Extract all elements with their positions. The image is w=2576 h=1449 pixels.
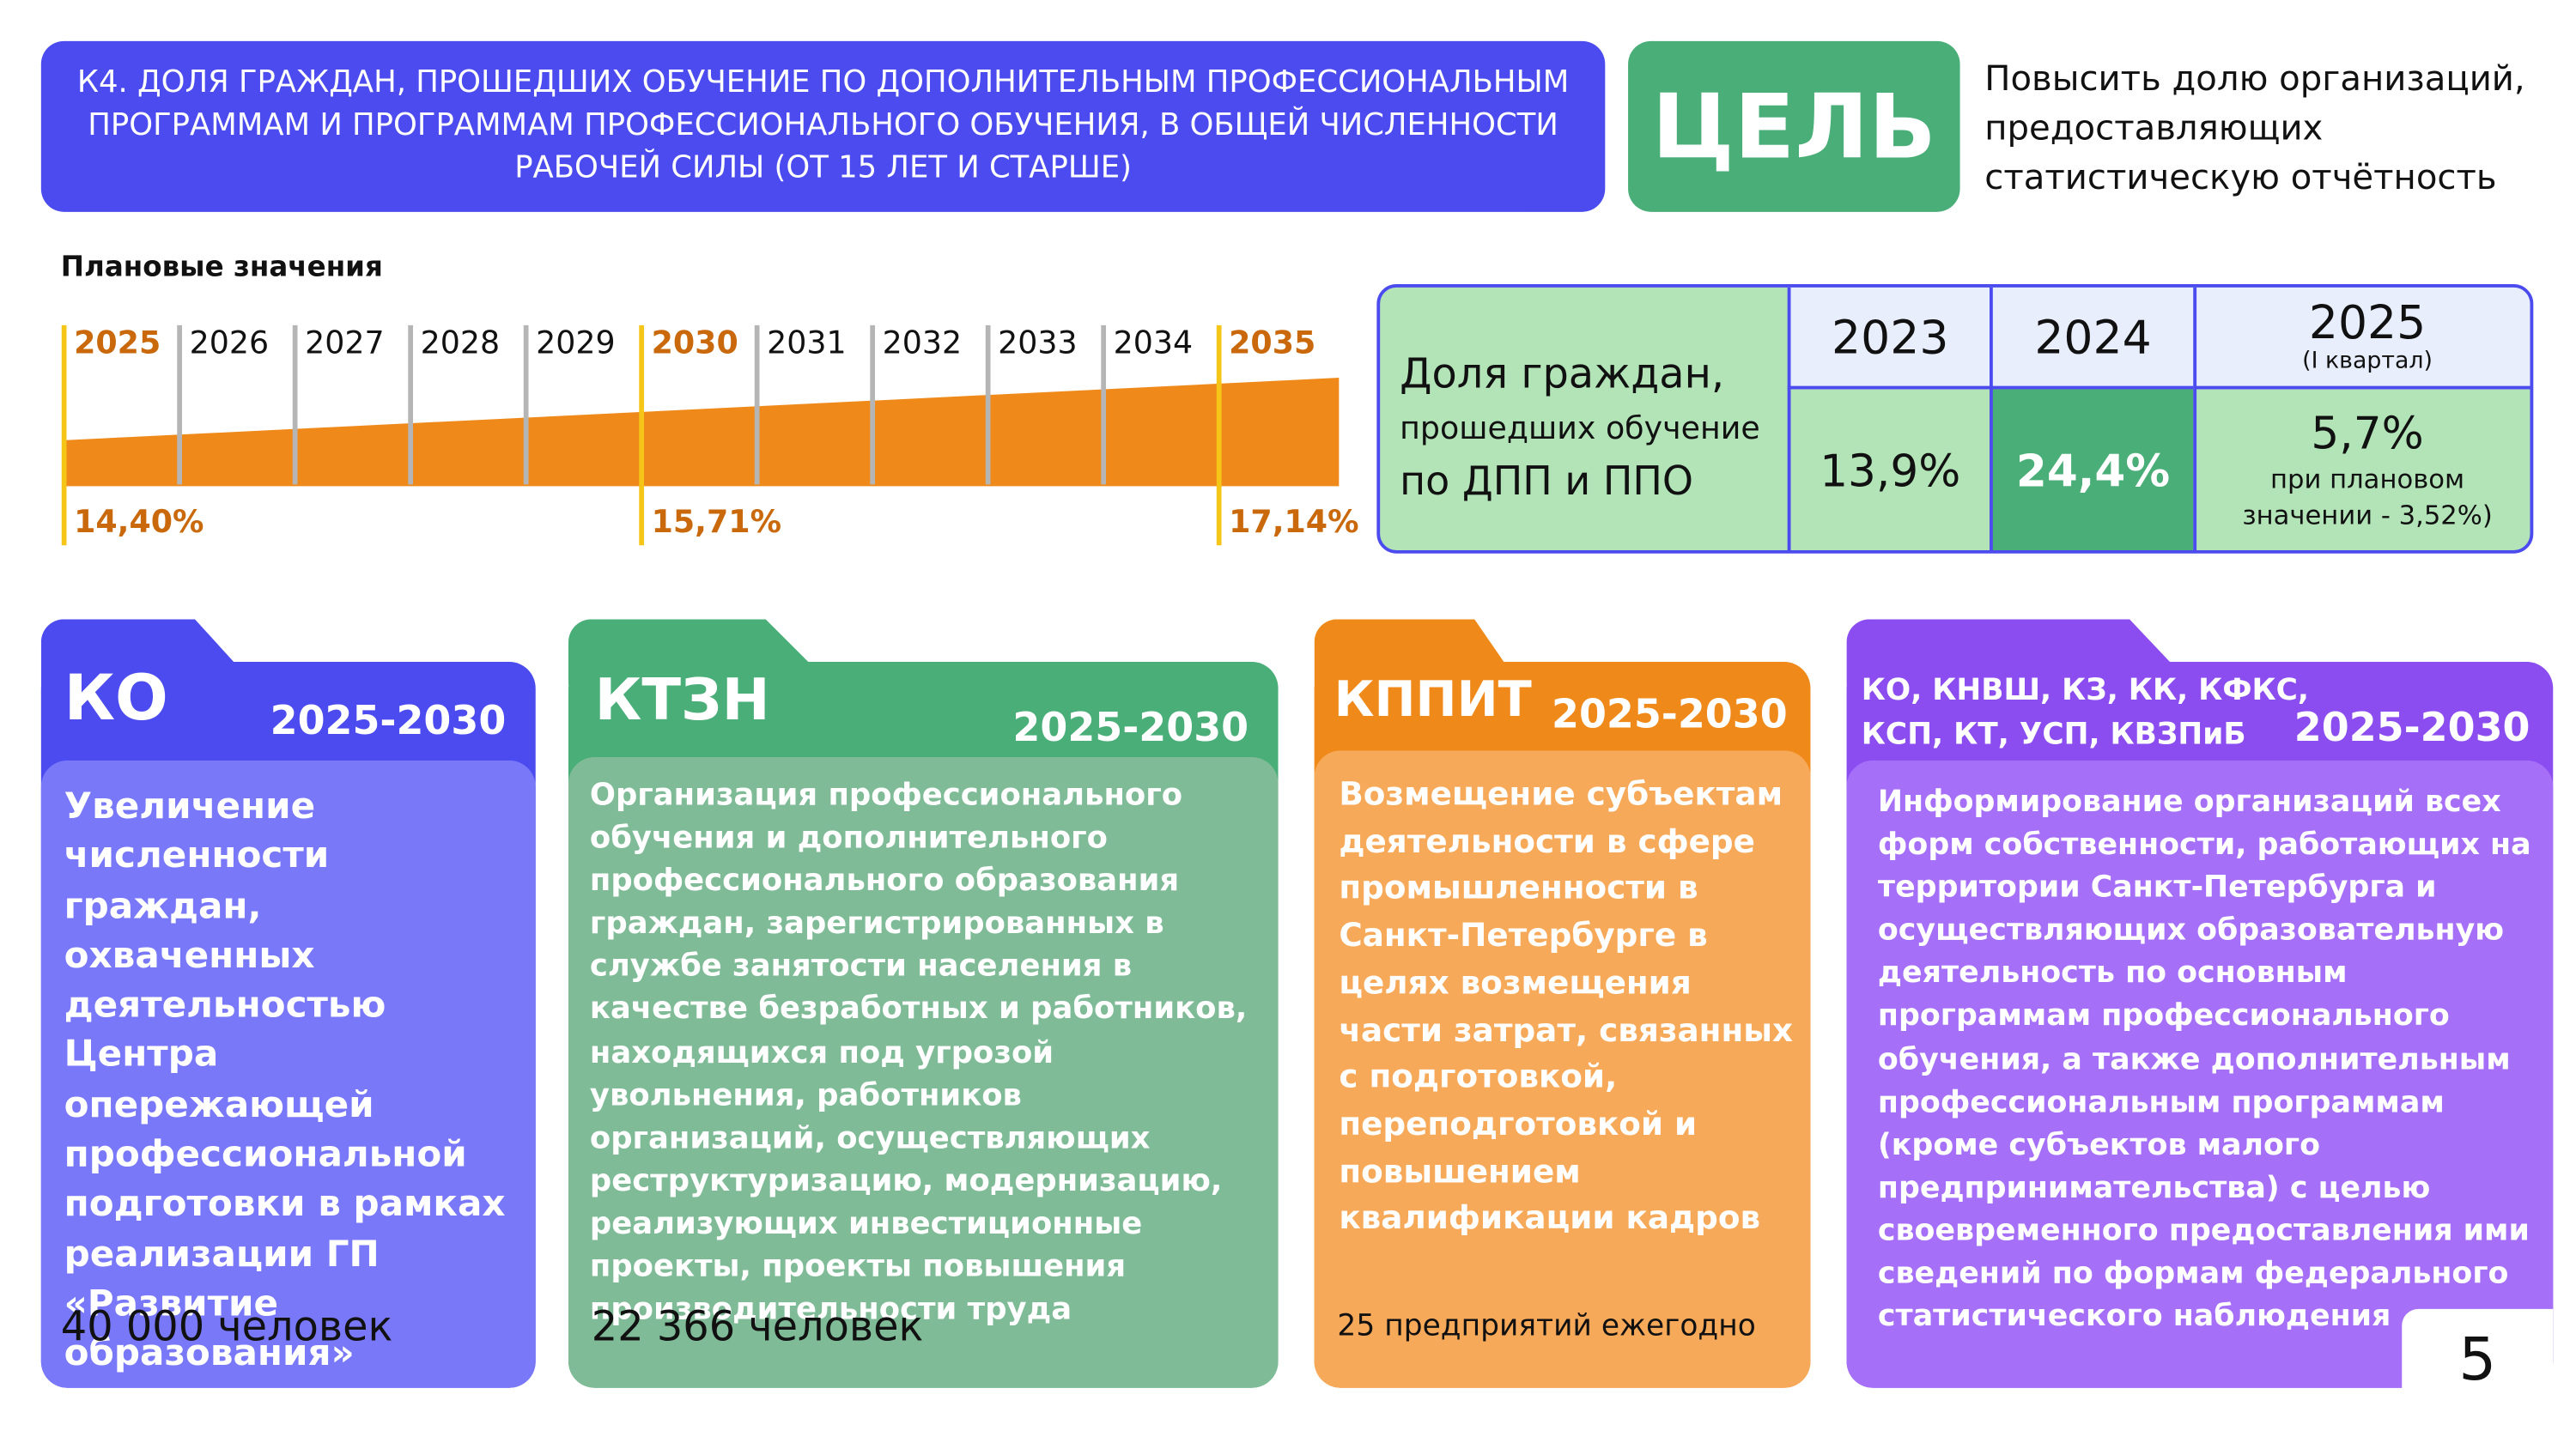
card-result: 22 366 человек	[591, 1302, 924, 1350]
year-cell: 2024	[1990, 287, 2194, 390]
year-label: 2031	[767, 324, 847, 361]
card-result: 25 предприятий ежегодно	[1337, 1308, 1756, 1344]
card-text: Организация профессионального обучения и…	[589, 778, 1248, 1328]
year-cell: 2023	[1787, 287, 1990, 390]
year-label: 2025	[74, 324, 161, 361]
year-label: 2029	[536, 324, 616, 361]
plan-title: Плановые значения	[60, 251, 383, 285]
card-period: 2025-2030	[2293, 704, 2530, 751]
card-result: 40 000 человек	[60, 1302, 393, 1350]
year-label: 2026	[190, 324, 270, 361]
value: 5,7%	[2311, 409, 2424, 460]
year-cell: 2025 (I квартал)	[2193, 287, 2530, 390]
label-line: Доля граждан,	[1400, 349, 1725, 398]
card-org: КППИТ	[1334, 671, 1532, 730]
year-label: 2028	[421, 324, 500, 361]
card: КТЗН 2025-2030 Организация профессиональ…	[568, 619, 1279, 1388]
header-title: К4. ДОЛЯ ГРАЖДАН, ПРОШЕДШИХ ОБУЧЕНИЕ ПО …	[40, 40, 1606, 212]
card-org: КО, КНВШ, КЗ, КК, КФКС, КСП, КТ, УСП, КВ…	[1861, 673, 2309, 753]
card-text: Информирование организаций всех форм соб…	[1877, 785, 2531, 1334]
card-org: КТЗН	[594, 668, 770, 735]
year-label: 2034	[1114, 324, 1194, 361]
year-label: 2033	[998, 324, 1077, 361]
year: 2025	[2308, 295, 2427, 350]
year-label: 2027	[305, 324, 385, 361]
card: КО, КНВШ, КЗ, КК, КФКС, КСП, КТ, УСП, КВ…	[1846, 619, 2554, 1388]
card-org: КО	[64, 662, 168, 735]
label-line: по ДПП и ППО	[1400, 458, 1694, 505]
plan-value: 17,14%	[1229, 503, 1358, 540]
value-cell: 5,7% при плановом значении - 3,52%)	[2193, 389, 2530, 550]
year-label: 2032	[883, 324, 962, 361]
plan-value: 14,40%	[74, 503, 204, 540]
card-period: 2025-2030	[270, 698, 507, 744]
year-label: 2035	[1229, 324, 1315, 361]
value-detail: при плановом значении - 3,52%)	[2242, 463, 2493, 530]
card-text: Увеличение численности граждан, охваченн…	[64, 786, 506, 1375]
value-cell: 13,9%	[1787, 389, 1990, 550]
label-line: прошедших обучение	[1400, 410, 1760, 447]
card-period: 2025-2030	[1551, 691, 1788, 738]
goal-text: Повысить долю организаций, предоставляющ…	[1984, 58, 2525, 197]
year-label: 2030	[652, 324, 738, 361]
card-period: 2025-2030	[1012, 704, 1249, 751]
goal-label: ЦЕЛЬ	[1628, 40, 1960, 212]
value-cell: 24,4%	[1990, 389, 2194, 550]
card: КО 2025-2030 Увеличение численности граж…	[40, 619, 536, 1388]
plan-value: 15,71%	[652, 503, 781, 540]
card-text: Возмещение субъектам деятельности в сфер…	[1339, 775, 1794, 1238]
indicator-table: Доля граждан, прошедших обучение по ДПП …	[1376, 284, 2534, 554]
year-note: (I квартал)	[2302, 348, 2433, 375]
plan-wedge	[65, 378, 1340, 487]
row-label: Доля граждан, прошедших обучение по ДПП …	[1380, 288, 1787, 550]
plan-timeline: 2025 14,40% 2026 2027 2028 2029 2030 15,71% 2031…	[61, 324, 1359, 546]
page-number: 5	[2402, 1308, 2554, 1411]
card: КППИТ 2025-2030 Возмещение субъектам дея…	[1314, 619, 1811, 1388]
